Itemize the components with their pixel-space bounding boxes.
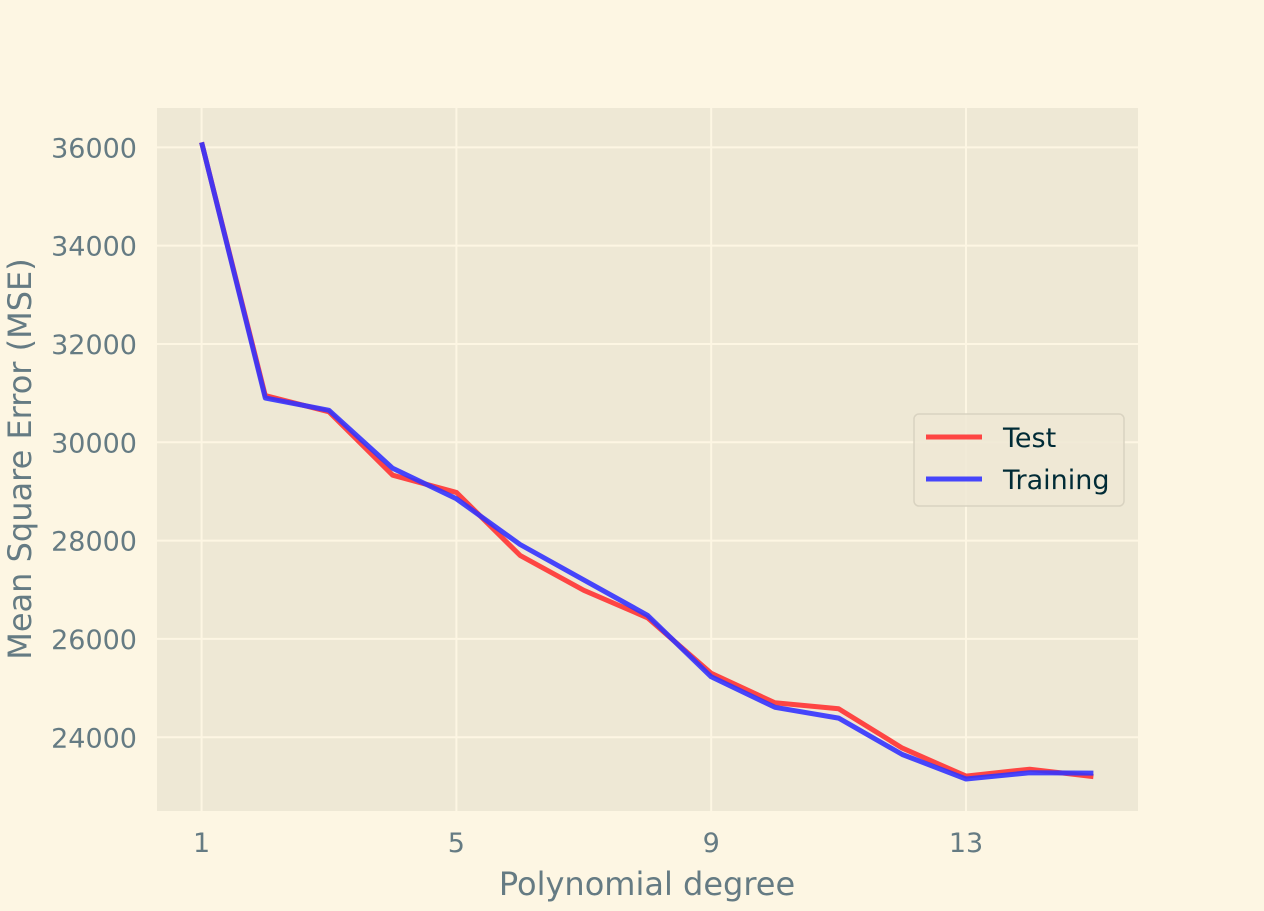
y-axis-label: Mean Square Error (MSE) bbox=[1, 258, 39, 659]
x-tick-label: 5 bbox=[448, 828, 465, 859]
y-tick-labels: 24000 26000 28000 30000 32000 34000 36000 bbox=[51, 133, 137, 754]
y-tick-label: 32000 bbox=[51, 330, 137, 361]
x-axis-label: Polynomial degree bbox=[499, 865, 795, 903]
legend-label-training: Training bbox=[1002, 465, 1110, 496]
y-tick-label: 24000 bbox=[51, 723, 137, 754]
y-tick-label: 28000 bbox=[51, 527, 137, 558]
x-tick-label: 9 bbox=[703, 828, 720, 859]
x-tick-labels: 1 5 9 13 bbox=[193, 828, 983, 859]
grid-layer bbox=[157, 108, 1138, 811]
y-tick-label: 26000 bbox=[51, 625, 137, 656]
legend: Test Training bbox=[913, 413, 1125, 507]
x-tick-label: 13 bbox=[949, 828, 983, 859]
series-layer bbox=[199, 141, 1094, 782]
y-tick-label: 34000 bbox=[51, 232, 137, 263]
legend-label-test: Test bbox=[1002, 423, 1056, 454]
series-line-training bbox=[199, 141, 1094, 782]
x-tick-label: 1 bbox=[193, 828, 210, 859]
y-tick-label: 30000 bbox=[51, 428, 137, 459]
y-tick-label: 36000 bbox=[51, 133, 137, 164]
